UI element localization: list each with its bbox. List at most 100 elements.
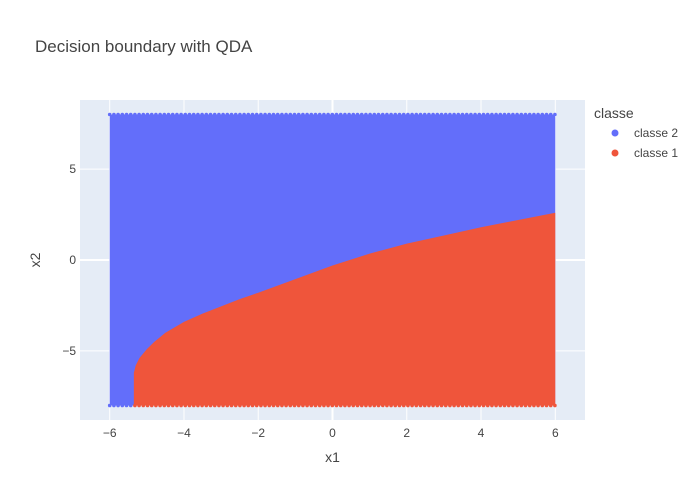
grid-point bbox=[502, 403, 507, 408]
grid-point bbox=[221, 112, 225, 117]
grid-point bbox=[473, 403, 477, 408]
grid-point bbox=[292, 403, 297, 408]
grid-point bbox=[406, 112, 410, 117]
grid-point bbox=[502, 112, 507, 117]
grid-point bbox=[267, 403, 272, 408]
grid-point bbox=[305, 112, 309, 117]
grid-point bbox=[481, 403, 486, 408]
grid-point bbox=[452, 112, 456, 117]
grid-point bbox=[263, 403, 267, 408]
grid-point bbox=[401, 112, 406, 117]
grid-point bbox=[116, 403, 120, 408]
grid-point bbox=[267, 112, 272, 117]
grid-point bbox=[553, 112, 557, 117]
grid-point bbox=[494, 112, 498, 117]
grid-point bbox=[548, 403, 553, 408]
grid-point bbox=[385, 112, 389, 117]
grid-point bbox=[233, 112, 238, 117]
grid-point bbox=[301, 403, 305, 408]
grid-point bbox=[166, 112, 171, 117]
grid-point bbox=[401, 403, 406, 408]
legend-marker-classe-1 bbox=[611, 149, 619, 157]
grid-point bbox=[544, 403, 549, 408]
grid-point bbox=[280, 403, 284, 408]
grid-point bbox=[317, 403, 322, 408]
grid-point bbox=[351, 112, 356, 117]
grid-point bbox=[385, 403, 389, 408]
grid-point bbox=[288, 112, 293, 117]
x-tick-label: 0 bbox=[329, 426, 336, 440]
grid-point bbox=[351, 403, 356, 408]
grid-point bbox=[271, 403, 276, 408]
grid-point bbox=[469, 403, 473, 408]
grid-point bbox=[519, 112, 524, 117]
grid-point bbox=[456, 112, 461, 117]
grid-point bbox=[204, 112, 209, 117]
grid-point bbox=[422, 403, 427, 408]
grid-point bbox=[158, 112, 162, 117]
grid-point bbox=[456, 403, 461, 408]
grid-point bbox=[217, 112, 221, 117]
grid-point bbox=[166, 403, 171, 408]
grid-point bbox=[473, 112, 477, 117]
grid-point bbox=[259, 403, 263, 408]
legend-item-classe-2[interactable]: classe 2 bbox=[611, 126, 679, 140]
x-axis-label: x1 bbox=[325, 449, 340, 465]
grid-point bbox=[527, 112, 532, 117]
grid-point bbox=[498, 403, 503, 408]
classe-1-region bbox=[133, 212, 556, 406]
grid-point bbox=[175, 403, 179, 408]
grid-point bbox=[532, 403, 536, 408]
y-axis-label: x2 bbox=[27, 252, 43, 267]
y-tick-label: −5 bbox=[62, 344, 76, 358]
grid-point bbox=[133, 403, 137, 408]
grid-point bbox=[490, 112, 494, 117]
x-tick-label: −2 bbox=[251, 426, 265, 440]
grid-point bbox=[204, 403, 209, 408]
grid-point bbox=[389, 112, 393, 117]
grid-point bbox=[162, 112, 167, 117]
grid-point bbox=[187, 403, 192, 408]
grid-point bbox=[406, 403, 410, 408]
grid-point bbox=[212, 112, 217, 117]
grid-point bbox=[540, 112, 545, 117]
grid-point bbox=[259, 112, 263, 117]
grid-point bbox=[376, 112, 381, 117]
grid-point bbox=[532, 112, 536, 117]
grid-point bbox=[448, 403, 452, 408]
grid-point bbox=[338, 403, 343, 408]
grid-point bbox=[229, 403, 234, 408]
grid-point bbox=[544, 112, 549, 117]
grid-point bbox=[242, 112, 246, 117]
grid-point bbox=[242, 403, 246, 408]
grid-point bbox=[431, 403, 435, 408]
grid-point bbox=[393, 112, 398, 117]
grid-point bbox=[368, 403, 372, 408]
x-tick-label: 4 bbox=[478, 426, 485, 440]
grid-point bbox=[326, 403, 330, 408]
grid-point bbox=[464, 403, 469, 408]
grid-point bbox=[372, 403, 377, 408]
grid-point bbox=[313, 112, 318, 117]
grid-point bbox=[271, 112, 276, 117]
grid-point bbox=[414, 403, 419, 408]
legend-label-classe-2: classe 2 bbox=[634, 126, 678, 140]
grid-point bbox=[225, 112, 230, 117]
grid-point bbox=[536, 112, 540, 117]
grid-point bbox=[372, 112, 377, 117]
grid-point bbox=[208, 112, 213, 117]
grid-point bbox=[145, 403, 150, 408]
grid-point bbox=[498, 112, 503, 117]
grid-point bbox=[208, 403, 213, 408]
grid-point bbox=[485, 403, 490, 408]
grid-point bbox=[196, 112, 200, 117]
grid-point bbox=[116, 112, 120, 117]
grid-point bbox=[338, 112, 343, 117]
grid-point bbox=[107, 403, 112, 408]
legend-item-classe-1[interactable]: classe 1 bbox=[611, 146, 679, 160]
grid-point bbox=[124, 403, 129, 408]
grid-point bbox=[527, 403, 532, 408]
grid-point bbox=[494, 403, 498, 408]
legend-title: classe bbox=[594, 105, 634, 121]
